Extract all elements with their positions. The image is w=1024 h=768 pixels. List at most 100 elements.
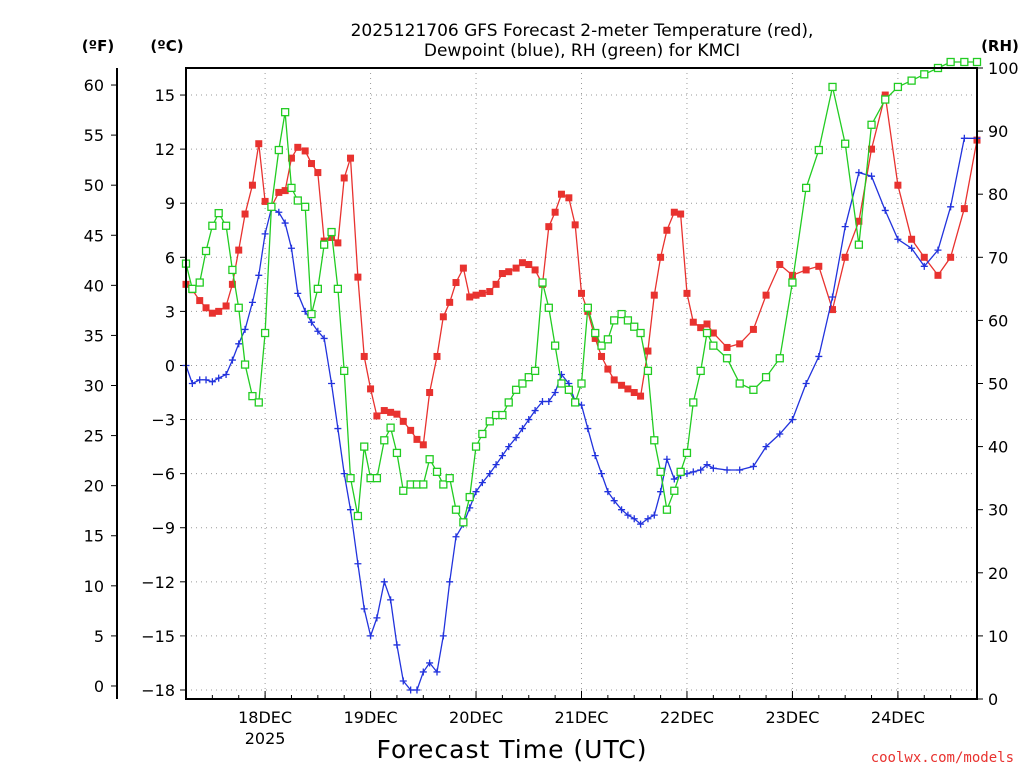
temperature-point <box>650 291 658 299</box>
rh-point <box>960 57 969 67</box>
rh-point <box>478 429 487 439</box>
rh-point <box>689 398 698 407</box>
rh-point <box>234 303 243 312</box>
dewpoint-point <box>446 578 454 586</box>
dewpoint-point <box>644 515 652 523</box>
rh-point <box>571 398 580 407</box>
rh-point <box>841 139 850 148</box>
rh-point <box>709 341 718 350</box>
rh-point <box>656 467 665 476</box>
temperature-point <box>736 340 744 348</box>
dewpoint-point <box>881 206 889 214</box>
rh-point <box>597 341 606 350</box>
celsius-tick-label: 6 <box>165 248 175 267</box>
rh-point <box>485 417 494 426</box>
x-tick-label: 20DEC <box>449 708 503 727</box>
dewpoint-point <box>340 470 348 478</box>
temperature-point <box>598 352 606 360</box>
dewpoint-point <box>241 325 249 333</box>
rh-point <box>451 505 461 514</box>
dewpoint-point <box>762 443 770 451</box>
rh-tick-label: 70 <box>988 248 1008 267</box>
rh-point <box>761 373 771 382</box>
temperature-point <box>894 181 902 189</box>
temperature-point <box>235 246 243 254</box>
temperature-point <box>683 289 691 297</box>
rh-point <box>432 467 442 476</box>
temperature-point <box>261 197 269 205</box>
temperature-point <box>908 235 916 243</box>
series-temperature <box>182 91 981 449</box>
dewpoint-point <box>624 511 632 519</box>
temperature-point <box>308 160 316 168</box>
dewpoint-point <box>630 515 638 523</box>
rh-point <box>544 303 553 312</box>
x-tick-year-label: 2025 <box>245 729 286 748</box>
temperature-point <box>248 181 256 189</box>
dewpoint-point <box>393 641 401 649</box>
rh-point <box>557 379 566 388</box>
dewpoint-point <box>776 430 784 438</box>
temperature-point <box>723 343 731 351</box>
x-axis: 18DEC 2025 19DEC 20DEC 21DEC 22DEC 23DEC 24DEC <box>185 691 978 748</box>
rh-point <box>867 120 876 129</box>
celsius-tick-label: −3 <box>151 411 175 430</box>
dewpoint-point <box>610 497 618 505</box>
dewpoint-point <box>689 468 697 476</box>
fahrenheit-unit-label: (ºF) <box>82 37 114 55</box>
temperature-point <box>399 417 407 425</box>
rh-point <box>419 480 428 489</box>
rh-point <box>346 473 355 483</box>
temperature-point <box>478 289 486 297</box>
temperature-point <box>222 302 230 310</box>
dewpoint-point <box>498 452 506 460</box>
x-tick-label: 22DEC <box>660 708 714 727</box>
rh-point <box>524 373 533 382</box>
temperature-point <box>354 273 362 281</box>
temperature-point <box>829 306 837 314</box>
dewpoint-point <box>841 223 849 231</box>
dewpoint-point <box>320 334 328 342</box>
dewpoint-point <box>478 479 486 487</box>
rh-point <box>623 316 633 325</box>
rh-point <box>788 278 797 287</box>
rh-point <box>214 208 223 218</box>
temperature-point <box>841 253 849 261</box>
rh-point <box>682 448 692 458</box>
celsius-tick-label: −15 <box>141 627 175 646</box>
temperature-point <box>314 169 322 177</box>
dewpoint-point <box>367 632 375 640</box>
rh-point <box>530 366 540 376</box>
rh-point <box>445 473 454 483</box>
rh-point <box>195 278 204 287</box>
dewpoint-point <box>637 520 645 528</box>
dewpoint-point <box>208 378 216 386</box>
fahrenheit-tick-label: 60 <box>84 76 104 95</box>
dewpoint-point <box>697 466 705 474</box>
dewpoint-point <box>287 244 295 252</box>
dewpoint-point <box>788 416 796 424</box>
rh-point <box>854 240 864 249</box>
temperature-point <box>367 385 375 393</box>
rh-point <box>320 240 329 249</box>
rh-point <box>735 379 744 388</box>
celsius-tick-label: −12 <box>141 573 175 592</box>
rh-point <box>313 284 322 294</box>
rh-tick-label: 80 <box>988 185 1008 204</box>
rh-point <box>920 70 929 79</box>
temperature-point <box>934 271 942 279</box>
dewpoint-point <box>426 659 434 667</box>
temperature-point <box>670 208 678 216</box>
source-credit: coolwx.com/models <box>871 750 1014 766</box>
rh-point <box>301 202 310 211</box>
fahrenheit-tick-label: 10 <box>84 577 104 596</box>
rh-unit-label: (RH) <box>981 37 1019 55</box>
dewpoint-point <box>373 614 381 622</box>
dewpoint-point <box>908 244 916 252</box>
dewpoint-point <box>618 506 626 514</box>
celsius-tick-label: 15 <box>155 86 175 105</box>
fahrenheit-tick-label: 50 <box>84 176 104 195</box>
rh-point <box>591 328 600 338</box>
rh-point <box>201 246 211 256</box>
